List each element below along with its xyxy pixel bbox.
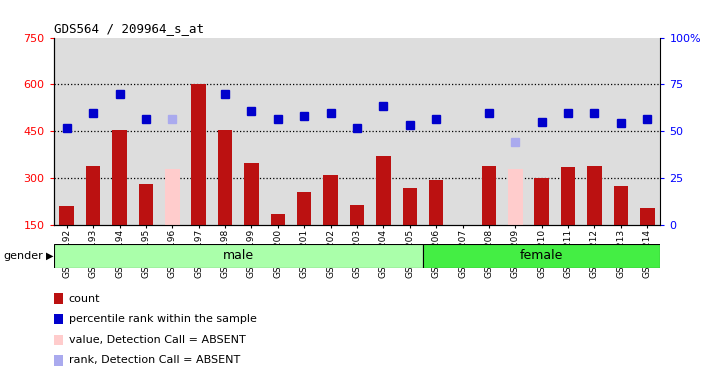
Bar bbox=[54, 244, 423, 268]
Bar bbox=[560, 167, 575, 225]
Text: percentile rank within the sample: percentile rank within the sample bbox=[69, 314, 256, 324]
Bar bbox=[403, 188, 417, 225]
Bar bbox=[376, 156, 391, 225]
Text: male: male bbox=[223, 249, 253, 262]
Text: rank, Detection Call = ABSENT: rank, Detection Call = ABSENT bbox=[69, 356, 240, 365]
Bar bbox=[535, 178, 549, 225]
Bar bbox=[323, 175, 338, 225]
Bar bbox=[112, 130, 127, 225]
Text: value, Detection Call = ABSENT: value, Detection Call = ABSENT bbox=[69, 335, 246, 345]
Bar bbox=[271, 214, 285, 225]
Bar bbox=[423, 244, 660, 268]
Bar bbox=[86, 166, 101, 225]
Bar bbox=[139, 184, 154, 225]
Bar bbox=[218, 130, 232, 225]
Text: gender: gender bbox=[4, 251, 44, 261]
Bar bbox=[429, 180, 443, 225]
Text: GDS564 / 209964_s_at: GDS564 / 209964_s_at bbox=[54, 22, 203, 36]
Bar bbox=[297, 192, 311, 225]
Bar bbox=[244, 162, 258, 225]
Bar bbox=[191, 84, 206, 225]
Bar bbox=[482, 166, 496, 225]
Bar bbox=[640, 208, 655, 225]
Bar bbox=[613, 186, 628, 225]
Text: ▶: ▶ bbox=[46, 251, 54, 261]
Bar bbox=[508, 169, 523, 225]
Bar bbox=[59, 206, 74, 225]
Bar bbox=[587, 166, 602, 225]
Bar bbox=[165, 169, 179, 225]
Bar bbox=[350, 205, 364, 225]
Text: count: count bbox=[69, 294, 100, 303]
Text: female: female bbox=[520, 249, 563, 262]
